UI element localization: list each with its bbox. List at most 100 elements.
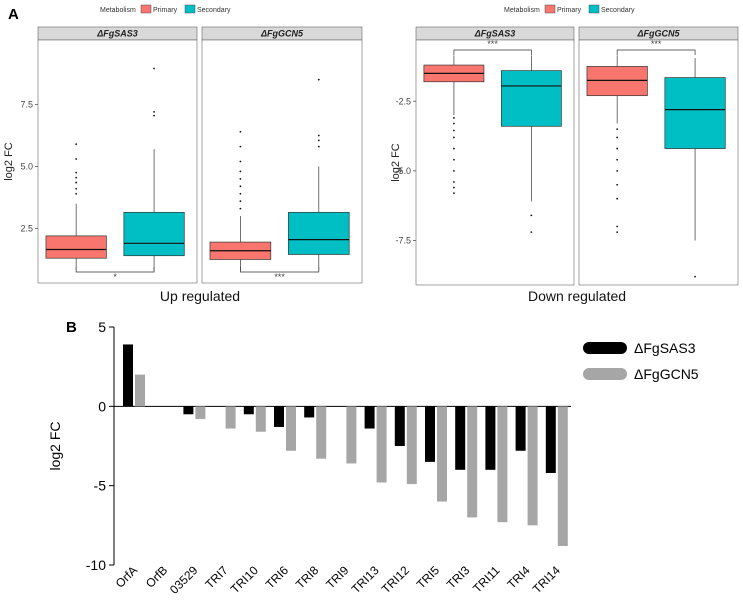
outlier-point — [239, 207, 242, 210]
y-tick-label: -5.0 — [395, 166, 411, 176]
facet-label: ΔFgGCN5 — [260, 29, 304, 39]
x-category-label: TRI3 — [444, 563, 473, 592]
x-category-label: TRI13 — [349, 563, 382, 596]
outlier-point — [75, 181, 78, 184]
y-tick-label: 2.5 — [20, 223, 33, 233]
bar-sas3 — [545, 406, 556, 473]
legend-entry: Primary — [557, 7, 582, 14]
x-category-label: TRI9 — [323, 563, 352, 592]
bar-sas3 — [304, 406, 315, 418]
outlier-point — [453, 122, 455, 125]
y-tick-label: 7.5 — [20, 99, 33, 109]
legend-swatch-primary — [140, 4, 152, 14]
x-category-label: TRI7 — [202, 563, 231, 592]
x-category-label: TRI10 — [228, 563, 261, 596]
box-primary — [45, 235, 107, 259]
outlier-point — [317, 145, 320, 148]
x-category-label: OrfA — [113, 563, 140, 590]
bar-sas3 — [425, 406, 435, 462]
box-primary — [586, 66, 648, 97]
outlier-point — [153, 111, 155, 113]
outlier-point — [453, 136, 455, 139]
outlier-point — [239, 170, 242, 173]
bar-sas3 — [243, 406, 254, 415]
bar-gcn5 — [437, 406, 447, 502]
significance-bracket — [240, 267, 320, 273]
outlier-point — [453, 192, 455, 195]
significance-marker: *** — [274, 272, 285, 282]
bar-sas3 — [274, 406, 284, 427]
y-tick-label: 5.0 — [20, 161, 33, 171]
outlier-point — [616, 225, 619, 228]
bar-sas3 — [515, 406, 526, 451]
bar-gcn5 — [346, 406, 357, 464]
outlier-point — [453, 158, 455, 161]
significance-bracket — [453, 49, 532, 55]
outlier-point — [694, 275, 696, 278]
significance-marker: *** — [487, 39, 498, 49]
outlier-point — [153, 67, 155, 70]
outlier-point — [530, 214, 533, 217]
legend-entry: ΔFgSAS3 — [634, 340, 696, 356]
panel-caption: Down regulated — [528, 288, 626, 304]
legend-entry: Secondary — [601, 7, 635, 14]
outlier-point — [239, 200, 242, 203]
outlier-point — [616, 147, 619, 150]
bar-gcn5 — [286, 406, 296, 451]
facet-label: ΔFgSAS3 — [474, 29, 516, 39]
x-category-label: TRI12 — [379, 563, 412, 596]
outlier-point — [239, 160, 242, 163]
outlier-point — [317, 78, 320, 81]
outlier-point — [239, 185, 242, 188]
legend-entry: Primary — [153, 7, 178, 14]
legend-swatch-primary — [544, 4, 556, 14]
legend-title: Metabolism — [504, 7, 540, 14]
bar-gcn5 — [195, 406, 206, 420]
legend-swatch-gcn5 — [583, 368, 627, 380]
bar-gcn5 — [497, 406, 508, 523]
x-category-label: TRI4 — [504, 563, 533, 592]
y-tick-label: 5 — [98, 319, 106, 335]
outlier-point — [453, 129, 455, 132]
box-secondary — [664, 77, 726, 149]
outlier-point — [239, 177, 242, 180]
bar-sas3 — [394, 406, 405, 446]
outlier-point — [239, 130, 242, 133]
legend-entry: Secondary — [197, 7, 231, 14]
outlier-point — [616, 183, 619, 186]
y-tick-label: -2.5 — [395, 96, 411, 106]
outlier-point — [75, 192, 78, 195]
significance-marker: *** — [651, 39, 662, 49]
outlier-point — [239, 192, 242, 195]
y-tick-label: -5 — [94, 478, 107, 494]
significance-bracket — [616, 49, 696, 55]
y-tick-label: -7.5 — [395, 235, 411, 245]
outlier-point — [453, 181, 455, 183]
y-axis-label: log2 FC — [390, 143, 402, 182]
legend-swatch-secondary — [588, 4, 600, 14]
facet-label: ΔFgSAS3 — [96, 29, 138, 39]
y-tick-label: -10 — [86, 557, 106, 573]
bar-sas3 — [455, 406, 466, 470]
outlier-point — [616, 231, 619, 234]
box-secondary — [123, 211, 185, 257]
outlier-point — [75, 187, 78, 190]
legend-title: Metabolism — [100, 7, 136, 14]
outlier-point — [453, 117, 455, 119]
outlier-point — [616, 158, 619, 161]
outlier-point — [317, 139, 320, 142]
outlier-point — [75, 158, 78, 160]
y-axis-label: log2 FC — [3, 142, 15, 181]
outlier-point — [75, 176, 78, 179]
outlier-point — [153, 114, 155, 117]
outlier-point — [616, 128, 619, 130]
y-tick-label: 0 — [98, 398, 106, 414]
y-axis-label: log2 FC — [47, 421, 63, 470]
legend-swatch-secondary — [184, 4, 196, 14]
outlier-point — [616, 169, 619, 172]
x-category-label: 03529 — [167, 563, 201, 597]
bar-gcn5 — [225, 406, 236, 429]
box-secondary — [288, 211, 350, 255]
